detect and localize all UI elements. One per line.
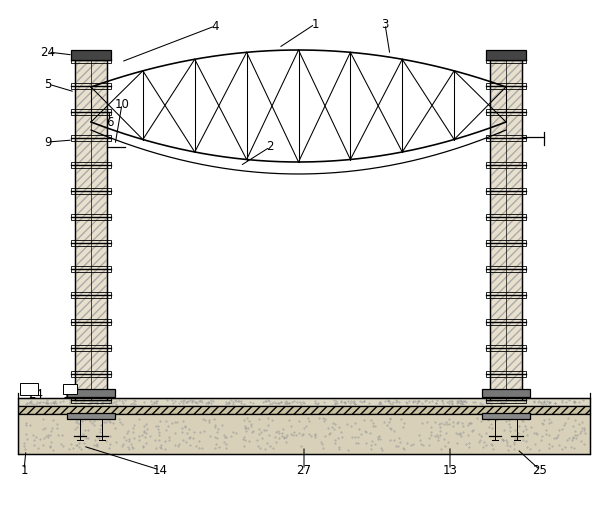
Bar	[67, 389, 115, 397]
Bar	[20, 383, 38, 395]
Bar	[482, 413, 530, 419]
Bar	[486, 214, 526, 220]
Bar	[71, 162, 111, 168]
Text: 12: 12	[63, 387, 77, 400]
Bar	[486, 266, 526, 272]
Bar	[486, 371, 526, 377]
Bar	[75, 60, 107, 400]
Bar	[71, 50, 111, 60]
Text: 1: 1	[311, 18, 319, 30]
Bar	[486, 109, 526, 115]
Bar	[63, 384, 77, 394]
Bar	[71, 136, 111, 141]
Bar	[486, 240, 526, 246]
Bar	[486, 188, 526, 194]
Text: 3: 3	[381, 18, 389, 30]
Bar	[71, 83, 111, 89]
Bar	[75, 60, 107, 400]
Bar	[71, 188, 111, 194]
Bar	[71, 57, 111, 63]
Bar	[486, 318, 526, 325]
Text: 9: 9	[44, 136, 52, 148]
Text: 14: 14	[153, 464, 167, 477]
Text: 24: 24	[41, 45, 55, 58]
Text: 25: 25	[533, 464, 547, 477]
Text: 6: 6	[106, 115, 114, 128]
Bar	[486, 345, 526, 351]
Bar	[71, 240, 111, 246]
Text: 27: 27	[297, 464, 311, 477]
Text: 4: 4	[211, 19, 219, 32]
Bar	[67, 413, 115, 419]
Bar	[486, 162, 526, 168]
Bar	[71, 318, 111, 325]
Bar	[71, 214, 111, 220]
Bar	[482, 389, 530, 397]
Text: 5: 5	[44, 77, 52, 90]
Bar	[490, 60, 522, 400]
Text: 2: 2	[266, 140, 274, 153]
Bar	[18, 414, 590, 454]
Bar	[486, 292, 526, 299]
Text: 1: 1	[20, 464, 28, 477]
Bar	[486, 57, 526, 63]
Bar	[490, 60, 522, 400]
Bar	[71, 397, 111, 403]
Bar	[71, 345, 111, 351]
Bar	[486, 83, 526, 89]
Bar	[18, 406, 590, 414]
Bar	[486, 136, 526, 141]
Text: 13: 13	[443, 464, 457, 477]
Bar	[486, 50, 526, 60]
Bar	[486, 397, 526, 403]
Text: 10: 10	[114, 98, 130, 111]
Bar	[71, 109, 111, 115]
Bar	[71, 292, 111, 299]
Text: 24: 24	[29, 387, 44, 400]
Bar	[18, 398, 590, 406]
Bar	[71, 371, 111, 377]
Bar	[71, 266, 111, 272]
